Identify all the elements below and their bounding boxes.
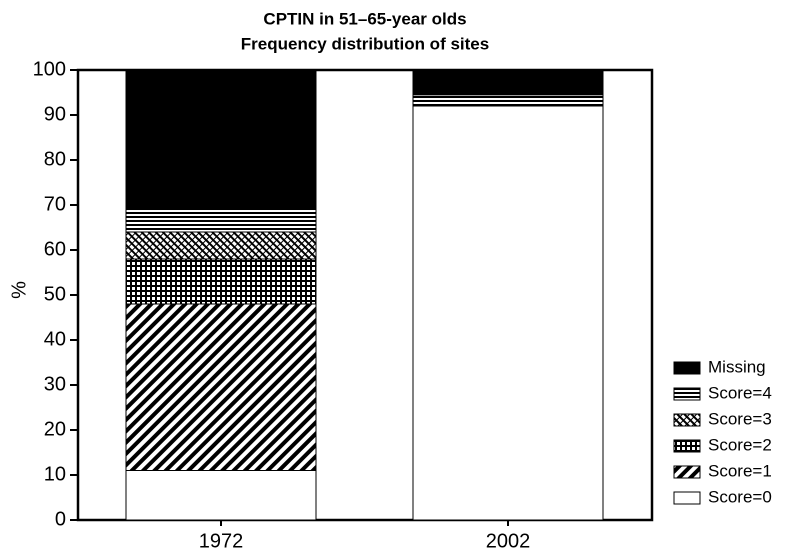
- y-tick-label: 100: [33, 58, 66, 80]
- x-tick-label: 2002: [486, 530, 531, 552]
- legend-label: Score=2: [708, 435, 772, 454]
- y-tick-label: 30: [44, 373, 66, 395]
- bar-segment: [412, 94, 604, 107]
- bar-segment: [125, 258, 317, 305]
- chart-title: CPTIN in 51–65-year olds: [263, 9, 466, 28]
- bar-segment: [125, 69, 317, 210]
- chart-subtitle: Frequency distribution of sites: [241, 34, 489, 53]
- legend-label: Score=3: [708, 409, 772, 428]
- legend-label: Score=0: [708, 487, 772, 506]
- y-tick-label: 50: [44, 283, 66, 305]
- y-tick-label: 90: [44, 103, 66, 125]
- legend-label: Score=1: [708, 461, 772, 480]
- x-tick-label: 1972: [199, 530, 244, 552]
- bar-segment: [412, 105, 604, 521]
- legend-swatch: [673, 387, 701, 401]
- y-tick-label: 40: [44, 328, 66, 350]
- bar-segment: [125, 470, 317, 521]
- y-tick-label: 0: [55, 508, 66, 530]
- legend-swatch: [673, 361, 701, 375]
- y-tick-label: 60: [44, 238, 66, 260]
- y-tick-label: 70: [44, 193, 66, 215]
- bar-segment: [125, 209, 317, 233]
- bar-segment: [412, 69, 604, 96]
- legend-swatch: [673, 465, 701, 479]
- bar-segment: [125, 303, 317, 471]
- legend-swatch: [673, 413, 701, 427]
- y-tick-label: 80: [44, 148, 66, 170]
- legend-swatch: [673, 491, 701, 505]
- bar-segment: [125, 231, 317, 260]
- legend-label: Missing: [708, 357, 766, 376]
- y-tick-label: 10: [44, 463, 66, 485]
- y-axis-label: %: [8, 281, 30, 299]
- y-tick-label: 20: [44, 418, 66, 440]
- legend-swatch: [673, 439, 701, 453]
- legend-label: Score=4: [708, 383, 772, 402]
